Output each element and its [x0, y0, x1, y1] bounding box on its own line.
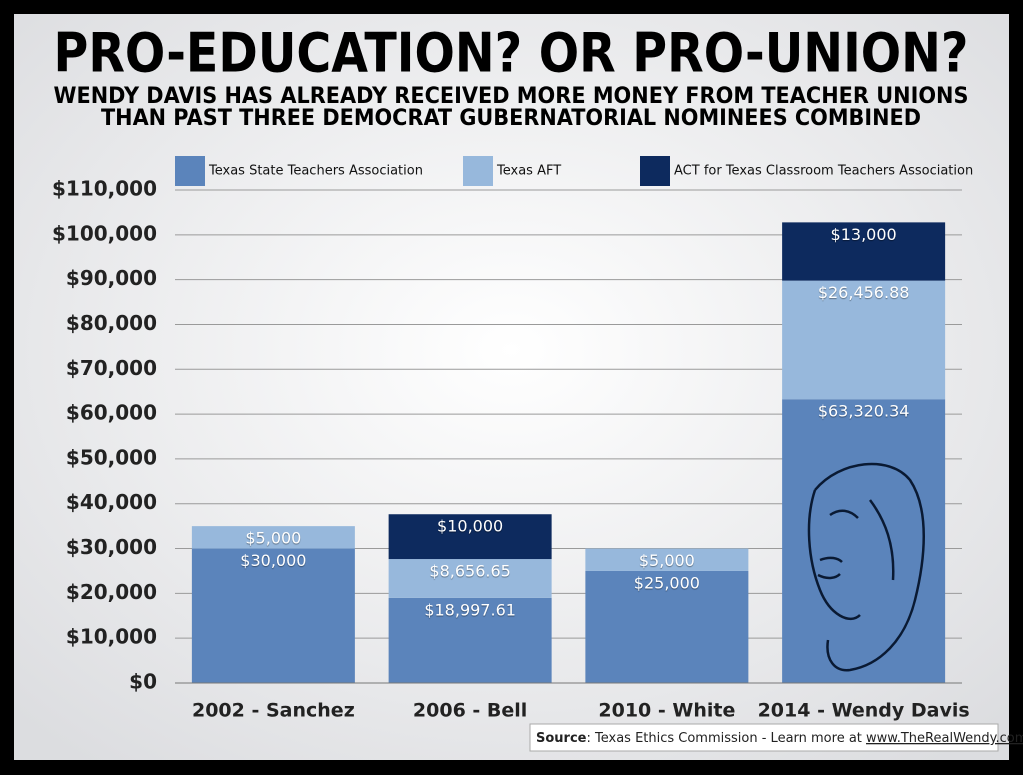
x-tick-label: 2006 - Bell [413, 700, 527, 722]
bar-segment [585, 570, 749, 683]
bar-segment [191, 548, 355, 683]
value-label: $5,000 [245, 529, 301, 548]
value-label: $25,000 [634, 573, 700, 592]
features [817, 509, 859, 580]
source: Source: Texas Ethics Commission - Learn … [536, 731, 1023, 746]
y-tick-label: $30,000 [66, 535, 157, 559]
y-tick-label: $50,000 [66, 445, 157, 469]
bar-segment [782, 280, 946, 400]
subtitle: WENDY DAVIS HAS ALREADY RECEIVED MORE MO… [54, 84, 969, 109]
bar-segment [191, 526, 355, 549]
value-label: $5,000 [639, 551, 695, 570]
bar-segment [388, 559, 552, 598]
chart-title: PRO-EDUCATION? OR PRO-UNION? [54, 22, 969, 85]
value-label: $8,656.65 [429, 562, 510, 581]
legend-label: Texas AFT [496, 164, 561, 179]
y-tick-label: $20,000 [66, 580, 157, 604]
bar-segment [782, 222, 946, 281]
hair-line [814, 462, 925, 672]
legend-swatch [640, 156, 670, 186]
x-tick-label: 2014 - Wendy Davis [758, 700, 970, 722]
bar-segment [388, 514, 552, 560]
y-tick-label: $60,000 [66, 401, 157, 425]
value-label: $30,000 [240, 551, 306, 570]
y-tick-label: $10,000 [66, 625, 157, 649]
legend-label: Texas State Teachers Association [208, 164, 423, 179]
x-tick-label: 2002 - Sanchez [192, 700, 355, 722]
bar-segment [782, 399, 946, 683]
illustration [807, 462, 925, 672]
y-tick-label: $70,000 [66, 356, 157, 380]
legend-swatch [175, 156, 205, 186]
value-label: $63,320.34 [818, 402, 910, 421]
y-tick-label: $40,000 [66, 490, 157, 514]
y-tick-label: $110,000 [52, 177, 157, 201]
value-label: $18,997.61 [424, 600, 516, 619]
y-tick-label: $0 [129, 670, 157, 694]
source-box [529, 723, 999, 752]
value-label: $26,456.88 [818, 283, 910, 302]
y-tick-label: $100,000 [52, 221, 157, 245]
y-tick-label: $90,000 [66, 266, 157, 290]
y-tick-label: $80,000 [66, 311, 157, 335]
plot: $0 $10,000 $20,000 $30,000 $40,000 $50,000 $60… [52, 156, 973, 722]
legend-swatch [463, 156, 493, 186]
value-label: $13,000 [831, 225, 897, 244]
legend-label: ACT for Texas Classroom Teachers Associa… [674, 164, 973, 179]
value-label: $10,000 [437, 517, 503, 536]
x-tick-label: 2010 - White [598, 700, 735, 722]
face-line [807, 489, 861, 621]
hair-strand [868, 499, 895, 581]
source-link[interactable]: www.TheRealWendy.com [866, 731, 1023, 746]
bar-segment [585, 548, 749, 571]
subtitle: THAN PAST THREE DEMOCRAT GUBERNATORIAL N… [101, 106, 921, 131]
source-text: : Texas Ethics Commission - Learn more a… [586, 731, 866, 746]
bar-segment [388, 597, 552, 683]
source-label: Source [536, 731, 587, 746]
